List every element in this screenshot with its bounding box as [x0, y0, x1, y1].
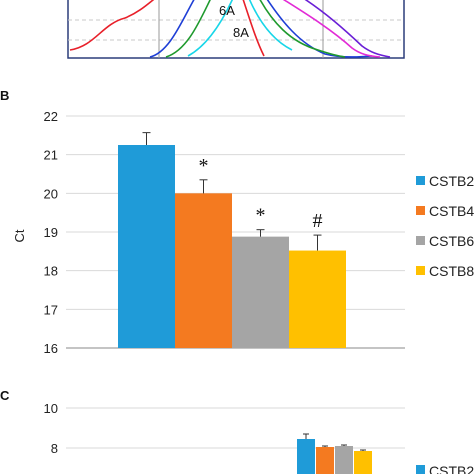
legend-label: CSTB8 — [429, 263, 474, 279]
bar-cstb4 — [175, 193, 232, 348]
y-tick-label: 21 — [44, 148, 58, 163]
panel-c-legend: CSTB2 — [416, 463, 474, 474]
trace-green — [165, 0, 211, 58]
trace-red — [69, 0, 155, 51]
trace-cyan — [248, 0, 293, 51]
bar-cstb2 — [118, 145, 175, 348]
panel-c-gridlines — [66, 407, 405, 449]
bar-cstb2 — [297, 439, 315, 474]
panel-c-y-ticks: 8 10 — [44, 401, 58, 456]
panel-b-y-axis-label: Ct — [12, 229, 27, 242]
significance-marker: # — [313, 210, 323, 232]
trace-purple — [304, 0, 391, 58]
significance-marker: * — [199, 155, 209, 177]
y-tick-label: 17 — [44, 302, 58, 317]
legend-swatch — [416, 206, 425, 215]
panel-b-y-ticks: 16 17 18 19 20 21 22 — [44, 109, 58, 356]
bar-cstb8 — [354, 451, 372, 474]
trace-green — [259, 0, 346, 58]
legend-swatch — [416, 465, 425, 474]
y-tick-label: 16 — [44, 341, 58, 356]
trace-red — [242, 0, 265, 57]
panel-b-legend: CSTB2 CSTB4 CSTB6 CSTB8 — [416, 173, 474, 279]
y-tick-label: 22 — [44, 109, 58, 124]
y-tick-label: 20 — [44, 186, 58, 201]
legend-swatch — [416, 176, 425, 185]
legend-swatch — [416, 266, 425, 275]
panel-c-letter: C — [0, 388, 10, 403]
bar-cstb6 — [232, 236, 289, 348]
trace-magenta — [282, 0, 381, 58]
panel-c-bars — [297, 433, 372, 474]
legend-swatch — [416, 236, 425, 245]
bar-cstb8 — [289, 250, 346, 348]
y-tick-label: 8 — [51, 441, 58, 456]
y-tick-label: 18 — [44, 264, 58, 279]
panel-a-frame — [67, 0, 405, 59]
panel-b-bars: * * # — [118, 132, 346, 348]
trace-blue — [149, 0, 195, 58]
legend-label: CSTB6 — [429, 233, 474, 249]
panel-c-chart: 8 10 CSTB2 — [44, 401, 474, 474]
significance-marker: * — [256, 205, 266, 227]
peak-label-6a: 6A — [219, 3, 235, 18]
trace-cyan — [187, 0, 234, 57]
y-tick-label: 10 — [44, 401, 58, 416]
trace-blue — [266, 0, 373, 58]
peak-label-8a: 8A — [233, 25, 249, 40]
legend-label: CSTB2 — [429, 173, 474, 189]
y-tick-label: 19 — [44, 225, 58, 240]
bar-cstb4 — [316, 447, 334, 474]
bar-cstb6 — [335, 446, 353, 474]
panel-a-electropherogram: 6A 8A — [67, 0, 405, 59]
legend-label: CSTB4 — [429, 203, 474, 219]
panel-b-letter: B — [0, 88, 9, 103]
legend-label: CSTB2 — [429, 463, 474, 474]
